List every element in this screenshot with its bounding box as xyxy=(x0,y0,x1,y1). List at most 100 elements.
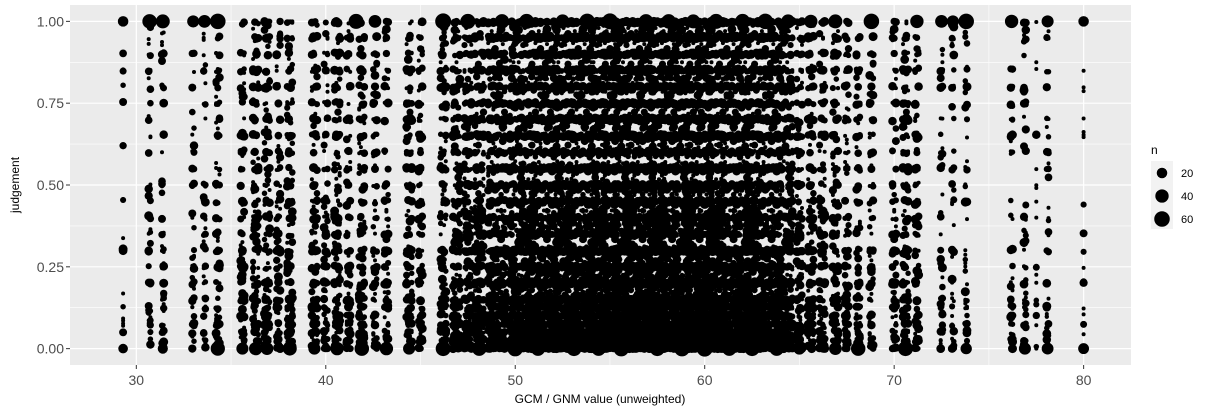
data-point xyxy=(322,313,327,318)
data-point xyxy=(255,298,262,305)
data-point xyxy=(216,314,223,321)
data-point xyxy=(374,263,379,268)
data-point xyxy=(420,83,425,88)
data-point xyxy=(201,305,210,313)
data-point xyxy=(251,264,256,269)
data-point xyxy=(313,295,321,304)
data-point xyxy=(203,264,208,269)
data-point xyxy=(315,323,319,328)
data-point xyxy=(420,167,425,172)
data-point xyxy=(203,216,208,221)
data-point xyxy=(405,225,412,232)
data-point xyxy=(188,344,197,353)
data-point xyxy=(382,24,391,34)
data-point xyxy=(158,189,166,197)
data-point xyxy=(146,239,154,247)
data-point xyxy=(254,213,263,222)
data-point xyxy=(416,58,421,63)
data-point xyxy=(361,113,368,121)
data-point xyxy=(203,102,208,107)
data-point xyxy=(242,116,247,121)
data-point xyxy=(487,76,493,82)
data-point xyxy=(146,85,155,94)
data-point xyxy=(337,166,342,171)
data-point xyxy=(481,167,486,172)
data-point xyxy=(325,70,330,75)
data-point xyxy=(274,204,279,209)
data-point xyxy=(481,183,486,188)
data-point xyxy=(144,149,153,157)
data-point xyxy=(160,40,164,44)
data-point xyxy=(409,149,414,154)
data-point xyxy=(189,108,196,116)
data-point xyxy=(476,149,481,153)
data-point xyxy=(334,80,339,85)
data-point xyxy=(374,85,379,90)
data-point xyxy=(277,263,283,269)
data-point xyxy=(511,60,516,65)
data-point xyxy=(469,231,474,236)
data-point xyxy=(371,253,376,258)
data-point xyxy=(386,230,391,234)
data-point xyxy=(158,214,166,223)
data-point xyxy=(465,126,471,133)
data-point xyxy=(418,296,423,301)
data-point xyxy=(443,282,448,287)
data-point xyxy=(161,323,166,328)
data-point xyxy=(386,329,391,334)
data-point xyxy=(371,100,379,107)
data-point xyxy=(361,322,368,329)
data-point xyxy=(267,301,272,306)
data-point xyxy=(313,230,318,235)
data-point xyxy=(315,333,319,338)
data-point xyxy=(190,49,198,57)
data-point xyxy=(312,82,322,91)
data-point xyxy=(334,176,339,181)
data-point xyxy=(404,42,409,47)
data-point xyxy=(215,238,220,243)
data-point xyxy=(161,331,166,336)
data-point xyxy=(409,215,414,220)
data-point xyxy=(418,212,427,221)
data-point xyxy=(311,204,316,209)
data-point xyxy=(160,84,167,92)
data-point xyxy=(372,90,381,100)
data-point xyxy=(161,30,166,35)
data-point xyxy=(148,68,153,72)
data-point xyxy=(312,181,319,188)
data-point xyxy=(361,150,368,156)
data-point xyxy=(202,62,209,68)
data-point xyxy=(336,198,340,203)
data-point xyxy=(374,249,379,254)
data-point xyxy=(144,184,153,194)
data-point xyxy=(456,89,461,94)
data-point xyxy=(161,250,166,254)
data-point xyxy=(346,291,351,296)
data-point xyxy=(146,214,155,223)
data-point xyxy=(407,319,416,328)
data-point xyxy=(159,326,168,335)
data-point xyxy=(504,50,509,55)
data-point xyxy=(467,338,472,343)
data-point xyxy=(120,303,126,310)
data-point xyxy=(313,111,318,116)
data-point xyxy=(288,312,296,321)
data-point xyxy=(144,247,153,256)
data-point xyxy=(191,338,197,344)
data-point xyxy=(469,42,474,47)
data-point xyxy=(274,68,279,73)
data-point xyxy=(480,305,487,312)
data-point xyxy=(362,265,367,270)
data-point xyxy=(442,40,450,47)
data-point xyxy=(275,272,282,279)
data-point xyxy=(266,312,273,318)
data-point xyxy=(192,84,196,89)
data-point xyxy=(348,69,353,74)
data-point xyxy=(479,197,484,202)
data-point xyxy=(384,165,392,173)
data-point xyxy=(290,183,295,188)
data-point xyxy=(201,343,210,352)
data-point xyxy=(385,282,391,289)
data-point xyxy=(337,329,342,334)
data-point xyxy=(159,278,169,288)
